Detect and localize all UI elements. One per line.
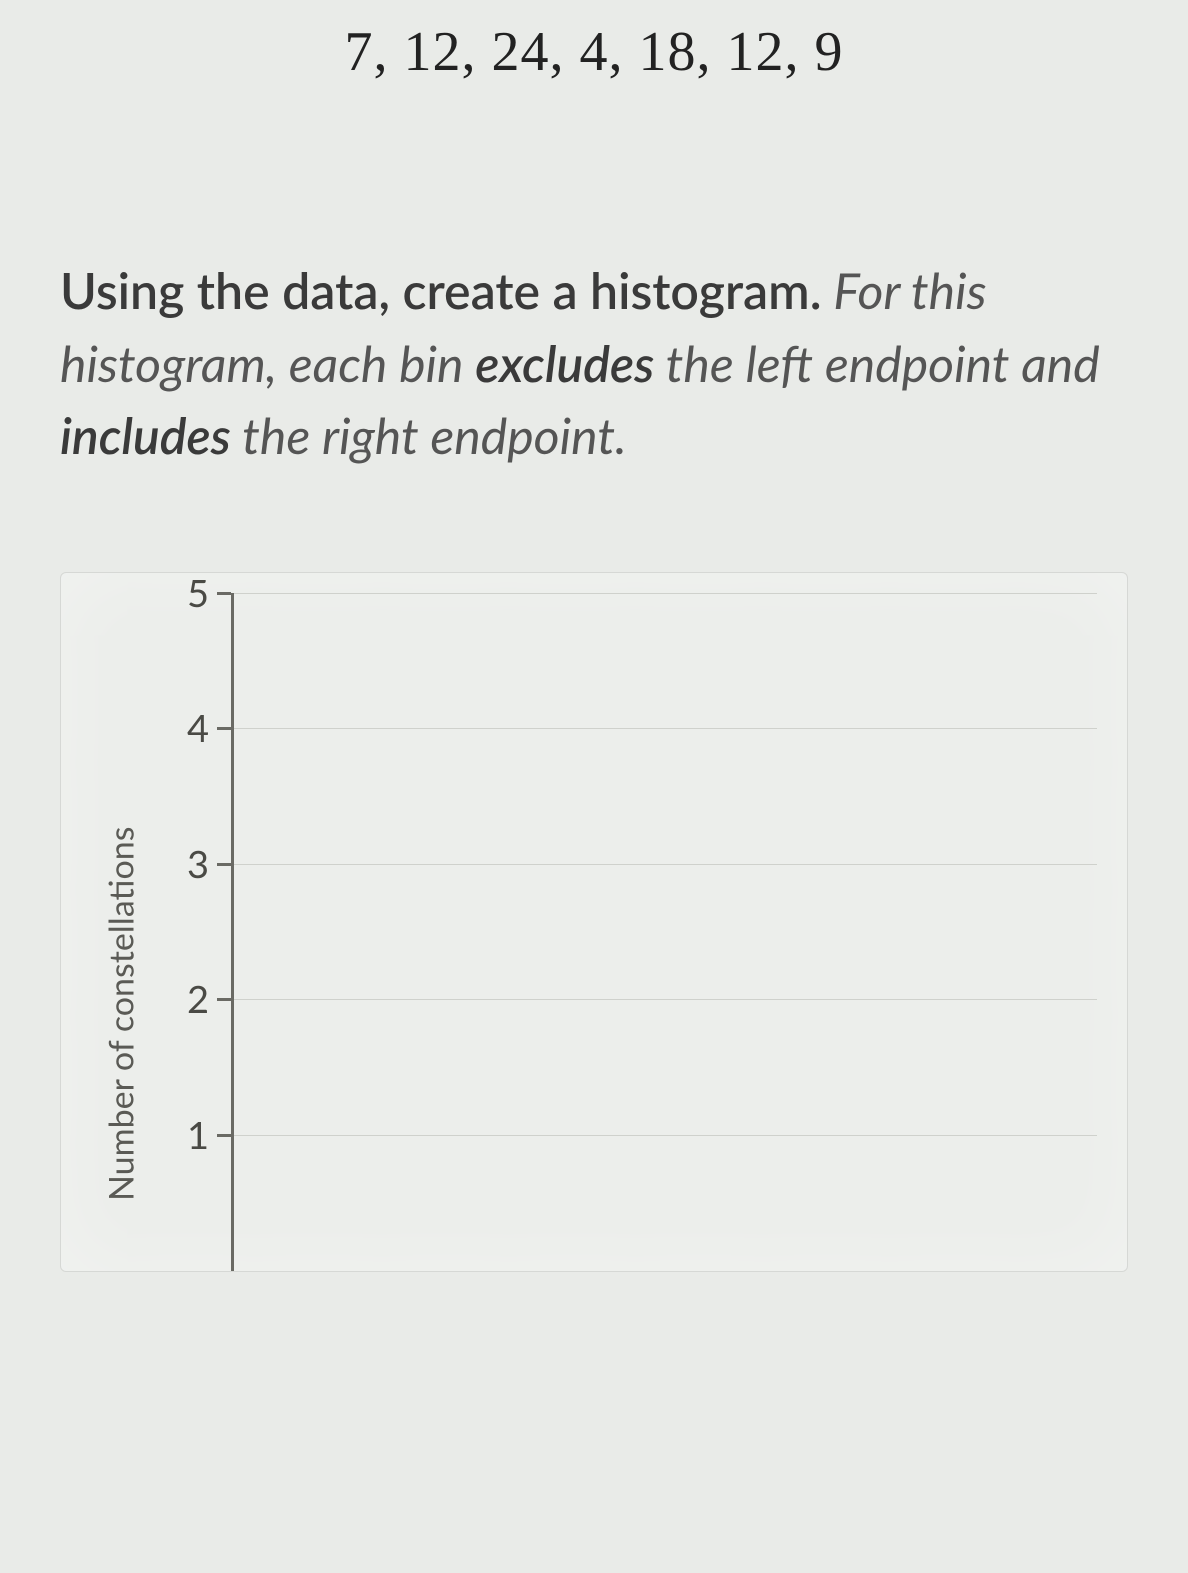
- y-tick-label: 5: [187, 570, 209, 616]
- y-axis-label: Number of constellations: [101, 826, 142, 1200]
- y-axis-line: [231, 593, 234, 1271]
- gridline: [234, 728, 1097, 729]
- instruction-block: Using the data, create a histogram. For …: [60, 254, 1128, 472]
- data-values: 7, 12, 24, 4, 18, 12, 9: [60, 0, 1128, 84]
- plot-area[interactable]: 54321: [231, 593, 1097, 1271]
- y-tick-label: 2: [187, 976, 209, 1022]
- instruction-rest2: the left endpoint and: [654, 333, 1099, 393]
- instruction-excludes: excludes: [475, 333, 654, 393]
- y-tick: [217, 1134, 231, 1137]
- instruction-includes: includes: [60, 405, 231, 465]
- y-tick: [217, 863, 231, 866]
- y-tick: [217, 998, 231, 1001]
- instruction-lead: Using the data, create a histogram.: [60, 260, 822, 320]
- instruction-rest3: the right endpoint.: [231, 405, 627, 465]
- y-tick: [217, 592, 231, 595]
- histogram-chart[interactable]: Number of constellations 54321: [60, 572, 1128, 1272]
- gridline: [234, 1135, 1097, 1136]
- gridline: [234, 593, 1097, 594]
- gridline: [234, 864, 1097, 865]
- y-tick: [217, 727, 231, 730]
- y-tick-label: 3: [187, 841, 209, 887]
- page-root: 7, 12, 24, 4, 18, 12, 9 Using the data, …: [0, 0, 1188, 1573]
- gridline: [234, 999, 1097, 1000]
- y-tick-label: 1: [187, 1112, 209, 1158]
- y-tick-label: 4: [187, 705, 209, 751]
